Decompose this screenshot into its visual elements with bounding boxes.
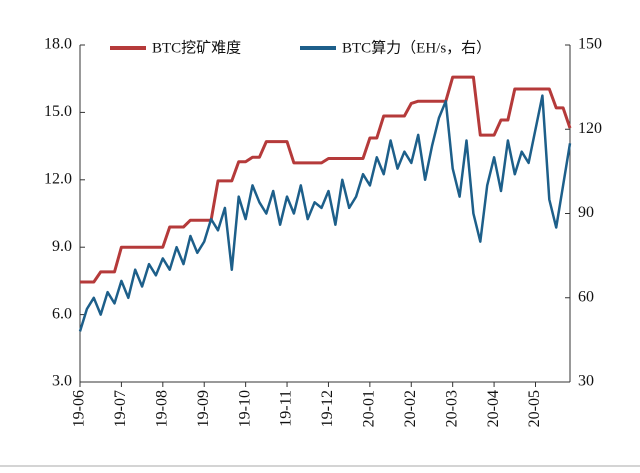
x-tick-label: 19-06 xyxy=(71,390,88,427)
y-tick-label: 12.0 xyxy=(44,170,72,187)
y2-tick-label: 120 xyxy=(578,120,602,137)
y2-tick-label: 150 xyxy=(578,36,602,53)
series-line xyxy=(80,75,572,284)
y2-tick-label: 60 xyxy=(578,288,594,305)
x-tick-label: 19-09 xyxy=(195,390,212,427)
legend-label: BTC挖矿难度 xyxy=(152,39,241,56)
x-tick-label: 20-04 xyxy=(485,390,502,427)
series-line xyxy=(78,94,572,332)
y-tick-label: 15.0 xyxy=(44,103,72,120)
y-tick-label: 9.0 xyxy=(52,238,72,255)
y-tick-label: 6.0 xyxy=(52,305,72,322)
y-tick-label: 3.0 xyxy=(52,373,72,390)
x-tick-label: 20-05 xyxy=(526,390,543,427)
x-tick-label: 19-11 xyxy=(278,390,295,427)
x-tick-label: 20-01 xyxy=(361,390,378,427)
x-tick-label: 20-02 xyxy=(402,390,419,427)
y2-tick-label: 90 xyxy=(578,204,594,221)
x-tick-label: 19-07 xyxy=(112,390,129,427)
x-tick-label: 19-08 xyxy=(153,390,170,427)
x-tick-label: 20-03 xyxy=(443,390,460,427)
y2-tick-label: 30 xyxy=(578,373,594,390)
x-tick-label: 19-10 xyxy=(236,390,253,427)
legend-label: BTC算力（EH/s，右） xyxy=(342,38,491,56)
x-tick-label: 19-12 xyxy=(319,390,336,427)
y-tick-label: 18.0 xyxy=(44,36,72,53)
